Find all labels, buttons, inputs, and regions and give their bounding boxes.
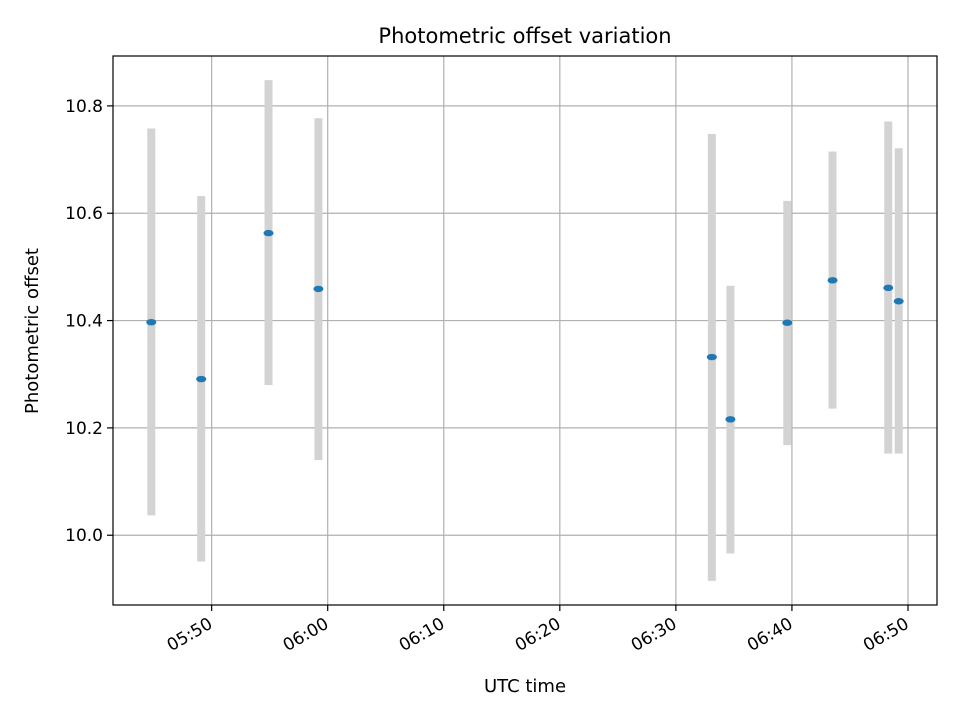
data-point: [782, 319, 793, 326]
data-point: [263, 229, 274, 237]
data-point: [883, 284, 894, 292]
y-tick-label: 10.6: [65, 204, 103, 224]
y-tick-label: 10.8: [65, 97, 103, 117]
y-tick-label: 10.2: [65, 419, 103, 439]
y-axis: 10.0 10.2 10.4 10.6 10.8: [65, 97, 113, 546]
y-tick-label: 10.0: [65, 526, 103, 546]
data-point: [827, 277, 838, 284]
grid: [113, 56, 937, 605]
data-points: [146, 229, 904, 423]
data-point: [706, 353, 717, 361]
x-axis-label: UTC time: [484, 676, 566, 697]
data-point: [313, 285, 324, 293]
data-point: [196, 375, 207, 383]
data-point: [893, 298, 904, 305]
data-point: [146, 318, 157, 326]
y-tick-label: 10.4: [65, 312, 103, 332]
chart-title: Photometric offset variation: [378, 24, 671, 48]
plot-frame: [112, 55, 938, 606]
y-axis-label: Photometric offset: [22, 248, 43, 414]
data-point: [725, 416, 736, 423]
